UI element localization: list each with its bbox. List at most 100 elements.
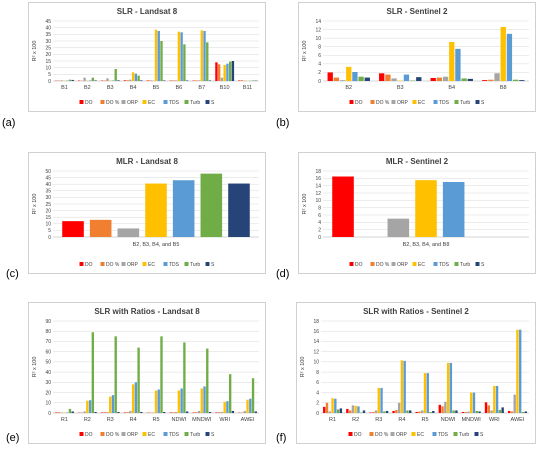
legend-swatch [370,100,375,104]
y-tick-label: 35 [45,189,51,195]
legend-label: EC [418,262,425,268]
chart-title: MLR - Sentinel 2 [386,157,449,166]
legend-label: ORP [397,100,409,106]
bar [177,390,181,413]
legend-swatch [412,262,417,266]
y-tick-label: 4 [318,62,321,68]
y-tick-label: 2 [318,70,321,76]
bar [524,411,527,413]
bar [228,374,232,413]
bar [436,77,443,81]
y-tick-label: 0 [316,411,319,417]
legend-label: ORP [397,262,409,268]
chart-panel-c: MLR - Landsat 8 R² x 100 0 5 10 15 20 25 30 35 40 4… [28,152,266,274]
bar [149,80,152,81]
bar [516,329,519,413]
bar [406,410,409,413]
legend-swatch [391,100,396,104]
chart-panel-a: SLR - Landsat 8 R² x 100 0 5 10 15 20 25 30 35 40 4… [28,2,266,112]
y-tick-label: 10 [45,222,51,228]
bar [339,80,346,81]
bar [403,74,410,81]
y-tick-label: 60 [45,349,51,355]
legend-label: TDS [439,100,450,106]
y-tick-label: 0 [318,235,321,241]
bar [346,408,349,413]
legend-label: DO % [106,432,120,438]
bar [117,80,120,81]
y-axis-label: R² x 100 [32,357,38,378]
bar [208,80,212,81]
y-tick-label: 0 [48,411,51,417]
bar [126,412,129,413]
bar [129,410,132,413]
bar [430,78,436,81]
bar [249,398,252,413]
y-tick-label: 15 [45,59,51,65]
y-tick-label: 40 [45,370,51,376]
bar [195,412,198,413]
legend-label: Turb [190,100,200,106]
bar [57,412,61,413]
bar [352,72,358,81]
bar [149,412,152,413]
bar [446,362,450,413]
y-tick-label: 18 [315,169,321,175]
y-tick-label: 50 [45,360,51,366]
bar [62,221,84,237]
bar [223,401,226,413]
panel-letter-b: (b) [276,117,290,129]
bar [392,410,395,413]
bar [197,80,201,81]
legend-label: S [481,262,485,268]
bar [519,80,525,81]
bar [163,80,166,81]
bar [240,412,244,413]
y-tick-label: 0 [48,235,51,241]
y-tick-label: 0 [48,79,51,85]
y-tick-label: 18 [313,319,319,325]
legend-label: EC [417,432,424,438]
bar [180,32,183,81]
bar [192,412,195,413]
bar [452,410,455,413]
bar [231,410,235,413]
bar [123,80,127,81]
bar [362,410,366,413]
y-tick-label: 10 [45,65,51,71]
bar [134,73,138,81]
y-tick-label: 2 [318,227,321,233]
y-tick-label: 8 [316,370,319,376]
legend-label: DO % [375,432,389,438]
y-tick-label: 8 [318,205,321,211]
x-tick-label: R4 [398,417,405,423]
y-tick-label: 15 [45,215,51,221]
chart-svg-c: MLR - Landsat 8 R² x 100 05101520253035404… [32,157,259,268]
bar [169,412,172,413]
bar [100,412,104,413]
legend-swatch [369,432,374,436]
x-tick-label: B4 [130,85,137,91]
y-tick-label: 10 [315,36,321,42]
bar [397,402,401,413]
x-tick-label: WRI [219,417,230,423]
legend-swatch [205,432,210,436]
legend-swatch [121,262,126,266]
bar [68,408,72,413]
y-tick-label: 40 [45,25,51,31]
bar [203,31,206,81]
legend-swatch [349,100,354,104]
legend-label: ORP [127,262,139,268]
legend-swatch [205,100,210,104]
bar [203,386,206,413]
y-tick-label: 30 [45,195,51,201]
bar [226,63,229,81]
chart-svg-e: SLR with Ratios - Landsat 8 R² x 100 0 10 20… [32,307,259,438]
y-tick-label: 16 [313,329,319,335]
bar [364,77,370,81]
chart-title: MLR - Landsat 8 [116,157,178,166]
x-tick-label: R4 [130,417,137,423]
chart-panel-e: SLR with Ratios - Landsat 8 R² x 100 0 10 20… [28,302,266,444]
x-tick-label: B8 [500,85,507,91]
bar [449,362,453,413]
